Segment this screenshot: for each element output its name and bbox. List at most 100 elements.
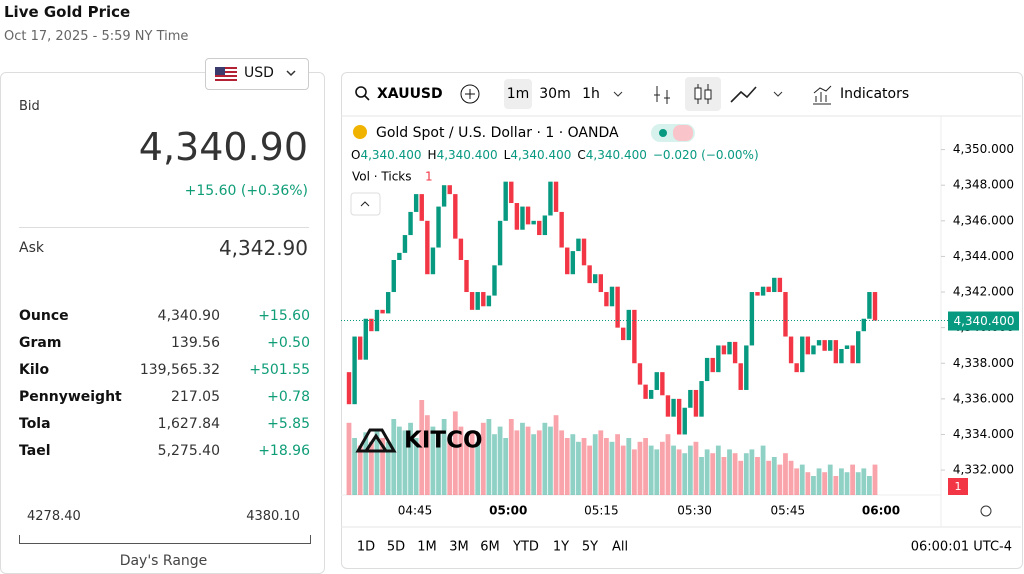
volume-bar	[536, 430, 542, 495]
candle	[682, 407, 687, 435]
volume-bar	[643, 438, 648, 495]
unit-name: Kilo	[19, 362, 50, 378]
indicators-button[interactable]: Indicators	[840, 86, 909, 102]
range-button[interactable]: YTD	[512, 540, 539, 555]
candle	[755, 292, 760, 296]
ohlc-value: 4,340.400	[510, 148, 571, 162]
volume-bar	[430, 426, 436, 495]
unit-change: +18.96	[258, 443, 310, 459]
candle	[693, 389, 699, 417]
candle	[665, 395, 671, 417]
y-tick-label: 4,346.000	[953, 213, 1014, 227]
ohlc-value: 4,340.400	[437, 148, 498, 162]
range-button[interactable]: 5Y	[582, 540, 598, 555]
candle	[794, 363, 799, 373]
volume-bar	[783, 453, 788, 495]
volume-bar	[391, 419, 397, 495]
volume-bar	[592, 434, 598, 495]
candle	[772, 277, 777, 293]
search-icon	[364, 95, 370, 101]
candle	[749, 292, 755, 346]
candle	[408, 211, 413, 236]
candle	[503, 181, 508, 221]
volume-bar	[352, 438, 357, 495]
range-button[interactable]: 3M	[449, 540, 469, 555]
indicators-icon[interactable]	[813, 85, 832, 105]
interval[interactable]: 1m	[507, 86, 530, 102]
volume-bar	[850, 464, 856, 495]
volume-bar	[760, 445, 766, 495]
chevron[interactable]	[773, 91, 783, 97]
candle	[609, 286, 615, 307]
clock: 06:00:01 UTC-4	[911, 540, 1012, 555]
volume-bar	[766, 460, 772, 495]
candle	[783, 292, 788, 337]
volume-bar	[458, 426, 464, 495]
candle	[598, 274, 604, 293]
volume-bar	[503, 438, 509, 495]
unit-name: Tola	[19, 416, 51, 432]
y-tick-label: 4,338.000	[953, 356, 1014, 370]
range-button[interactable]: 5D	[387, 540, 405, 555]
volume-bar	[447, 438, 453, 495]
bars-icon[interactable]	[654, 86, 670, 104]
range-button[interactable]: 1M	[417, 540, 437, 555]
candle	[626, 309, 631, 341]
volume-bar	[704, 449, 710, 495]
candle	[738, 363, 743, 390]
volume-bar	[363, 432, 369, 495]
candle	[615, 286, 620, 328]
volume-bar	[738, 460, 744, 495]
volume-bar	[637, 441, 643, 495]
candle	[872, 292, 878, 321]
divider	[19, 227, 309, 228]
interval-highlight	[504, 79, 532, 109]
range-button[interactable]: All	[612, 540, 628, 555]
range-low: 4278.40	[27, 509, 81, 524]
volume-bar	[615, 434, 620, 495]
volume-bar	[548, 426, 553, 495]
volume-bar	[777, 464, 783, 495]
page-title: Live Gold Price	[4, 3, 131, 21]
candle	[760, 286, 766, 296]
currency-select[interactable]: USD	[205, 58, 309, 90]
volume-value: 1	[425, 170, 433, 184]
volume-bar	[357, 445, 363, 495]
ohlc-value: 4,340.400	[360, 148, 421, 162]
interval[interactable]: 1h	[582, 86, 600, 102]
candle	[542, 215, 548, 236]
candle	[844, 345, 850, 350]
range-bar	[19, 535, 311, 544]
x-tick-label: 05:15	[584, 504, 619, 518]
search-icon[interactable]	[355, 86, 367, 98]
ohlc-value: 4,340.400	[586, 148, 647, 162]
candle	[581, 238, 587, 266]
candle	[486, 295, 492, 307]
ask-price: 4,342.90	[218, 236, 308, 260]
unit-price: 217.05	[171, 389, 220, 405]
collapse-button[interactable]	[350, 192, 381, 216]
add-icon[interactable]	[460, 84, 480, 104]
range-button[interactable]: 6M	[480, 540, 500, 555]
area-icon[interactable]	[730, 86, 757, 103]
candle	[828, 340, 833, 351]
settings-icon[interactable]	[980, 505, 992, 517]
candle	[699, 381, 704, 417]
candle	[525, 206, 531, 225]
volume-bar	[816, 468, 822, 495]
volume-bar	[693, 441, 699, 495]
y-tick-label: 4,348.000	[953, 178, 1014, 192]
range-button[interactable]: 1Y	[553, 540, 569, 555]
volume-bar	[408, 422, 413, 495]
interval[interactable]: 30m	[539, 86, 570, 102]
volume-bar	[380, 438, 385, 495]
candle	[514, 203, 520, 230]
range-button[interactable]: 1D	[357, 540, 375, 555]
volume-bar	[542, 422, 548, 495]
symbol[interactable]: XAUUSD	[377, 86, 443, 102]
ask-label: Ask	[19, 240, 44, 256]
candle	[570, 251, 576, 275]
chevron[interactable]	[613, 91, 623, 97]
volume-bar	[525, 426, 531, 495]
volume-bar	[508, 419, 514, 495]
